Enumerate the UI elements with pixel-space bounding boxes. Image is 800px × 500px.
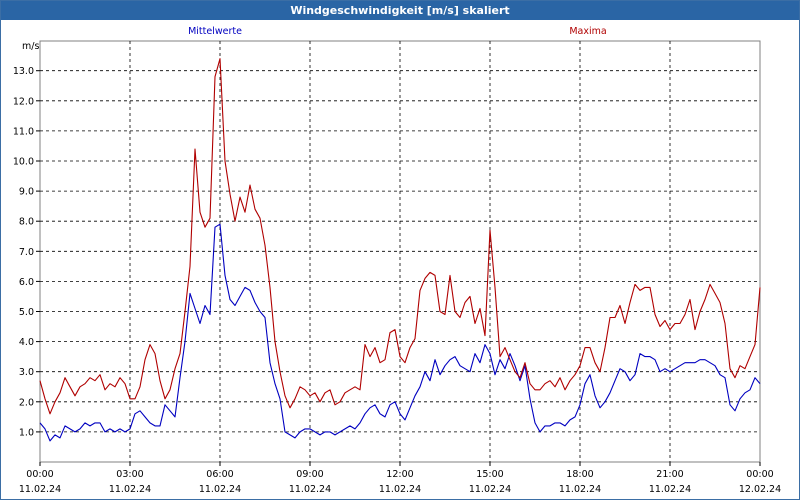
x-tick-date: 11.02.24 [19,484,61,495]
x-tick-date: 11.02.24 [559,484,601,495]
x-tick-time: 03:00 [116,469,143,480]
y-tick-label: 8.0 [19,217,34,228]
x-tick-date: 11.02.24 [379,484,421,495]
x-tick-time: 12:00 [386,469,413,480]
x-tick-time: 09:00 [296,469,323,480]
y-tick-label: 7.0 [19,247,34,258]
y-tick-label: 3.0 [19,367,34,378]
axes: 1.0 2.0 3.0 4.0 5.0 6.0 7.0 8.0 9.0 10.0 11.0 12.0 1… [13,66,781,495]
y-tick-label: 1.0 [19,427,34,438]
y-tick-label: 13.0 [13,66,34,77]
x-tick-time: 06:00 [206,469,233,480]
series-lines [39,58,761,442]
legend-mittelwerte: Mittelwerte [188,26,242,37]
y-tick-label: 4.0 [19,337,34,348]
series-line-mittelwerte [39,223,761,442]
x-tick-date: 11.02.24 [289,484,331,495]
series-line-maxima [39,58,761,415]
x-tick-time: 15:00 [476,469,503,480]
x-tick-date: 11.02.24 [649,484,691,495]
y-tick-label: 2.0 [19,397,34,408]
y-tick-label: 6.0 [19,277,34,288]
y-tick-label: 11.0 [13,126,34,137]
x-tick-date: 11.02.24 [469,484,511,495]
y-tick-label: 9.0 [19,187,34,198]
x-tick-time: 21:00 [656,469,683,480]
x-tick-time: 00:00 [746,469,773,480]
x-tick-date: 11.02.24 [109,484,151,495]
grid-lines [40,41,760,462]
window-title: Windgeschwindigkeit [m/s] skaliert [1,1,799,20]
x-tick-time: 00:00 [26,469,53,480]
y-axis-unit: m/s [22,41,39,52]
x-tick-date: 12.02.24 [739,484,781,495]
y-tick-label: 12.0 [13,96,34,107]
x-tick-date: 11.02.24 [199,484,241,495]
legend-maxima: Maxima [569,26,606,37]
y-tick-label: 10.0 [13,157,34,168]
y-tick-label: 5.0 [19,307,34,318]
x-tick-time: 18:00 [566,469,593,480]
